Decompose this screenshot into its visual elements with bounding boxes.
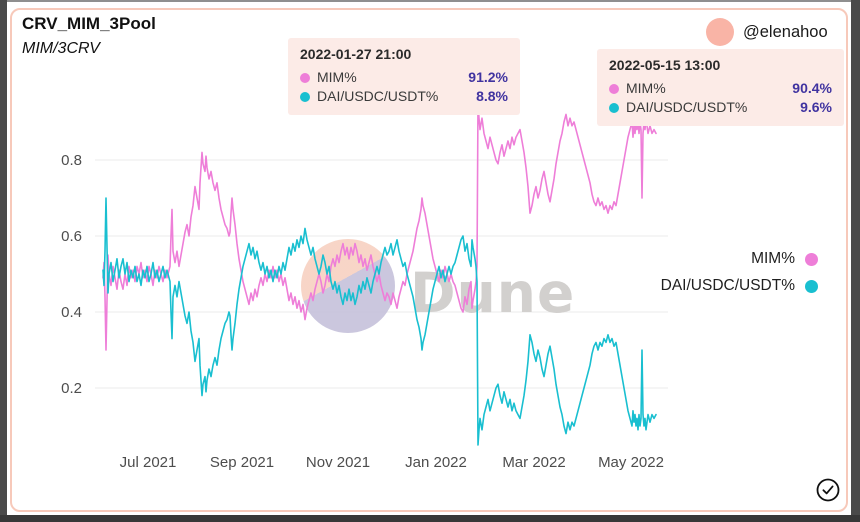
tooltip-row-dai: DAI/USDC/USDT% 8.8% [300, 87, 508, 106]
tooltip-value: 90.4% [792, 80, 832, 96]
x-tick-label: Mar 2022 [502, 454, 565, 471]
window-edge-right [851, 0, 860, 522]
tooltip-timestamp: 2022-01-27 21:00 [300, 46, 412, 62]
tooltip-row-mim: MIM% 90.4% [609, 79, 832, 98]
dai-dot-icon [300, 91, 310, 102]
dai-dot-icon [805, 279, 818, 293]
window-edge-bottom [0, 515, 860, 522]
check-circle-icon [816, 478, 840, 502]
tooltip-label: DAI/USDC/USDT% [317, 88, 439, 104]
tooltip-value: 9.6% [800, 99, 832, 115]
window-edge-left [0, 0, 7, 522]
tooltip-label: MIM% [626, 80, 666, 96]
author-handle: @elenahoo [743, 22, 828, 41]
page-title: CRV_MIM_3Pool [22, 14, 156, 33]
x-tick-label: Sep 2021 [210, 454, 274, 471]
legend-label: MIM% [751, 250, 795, 267]
y-tick-label: 0.6 [61, 228, 82, 245]
avatar [706, 18, 734, 46]
tooltip-label: MIM% [317, 69, 357, 85]
tooltip-timestamp: 2022-05-15 13:00 [609, 57, 721, 73]
series-line-mim[interactable] [102, 102, 657, 351]
legend-item-dai[interactable]: DAI/USDC/USDT% [661, 277, 818, 295]
legend-item-mim[interactable]: MIM% [661, 250, 818, 268]
y-tick-label: 0.8 [61, 152, 82, 169]
check-circle-button[interactable] [814, 476, 842, 504]
dune-watermark: Dune [301, 239, 575, 333]
y-tick-label: 0.2 [61, 380, 82, 397]
series-lines[interactable] [102, 102, 657, 446]
mim-dot-icon [300, 72, 310, 83]
x-tick-label: Jan 2022 [405, 454, 467, 471]
author-link[interactable]: @elenahoo [706, 18, 828, 46]
tooltip-value: 91.2% [468, 69, 508, 85]
tooltip-row-mim: MIM% 91.2% [300, 68, 508, 87]
tooltip-may: 2022-05-15 13:00 MIM% 90.4% DAI/USDC/USD… [597, 49, 844, 126]
dai-dot-icon [609, 102, 619, 113]
dune-watermark-text: Dune [410, 261, 575, 325]
legend-label: DAI/USDC/USDT% [660, 277, 795, 294]
x-tick-label: Nov 2021 [306, 454, 370, 471]
y-tick-label: 0.4 [61, 304, 82, 321]
series-line-dai-usdc-usdt[interactable] [102, 197, 657, 446]
tooltip-value: 8.8% [476, 88, 508, 104]
axis-labels: 0.8 0.6 0.4 0.2 Jul 2021 Sep 2021 Nov 2021 Jan … [61, 152, 664, 471]
window-edge-top [0, 0, 860, 2]
legend: MIM% DAI/USDC/USDT% [661, 250, 818, 304]
mim-dot-icon [805, 252, 818, 266]
tooltip-label: DAI/USDC/USDT% [626, 99, 748, 115]
x-tick-label: Jul 2021 [120, 454, 177, 471]
mim-dot-icon [609, 83, 619, 94]
x-tick-label: May 2022 [598, 454, 664, 471]
tooltip-row-dai: DAI/USDC/USDT% 9.6% [609, 98, 832, 117]
tooltip-jan: 2022-01-27 21:00 MIM% 91.2% DAI/USDC/USD… [288, 38, 520, 115]
page-subtitle: MIM/3CRV [22, 40, 100, 57]
